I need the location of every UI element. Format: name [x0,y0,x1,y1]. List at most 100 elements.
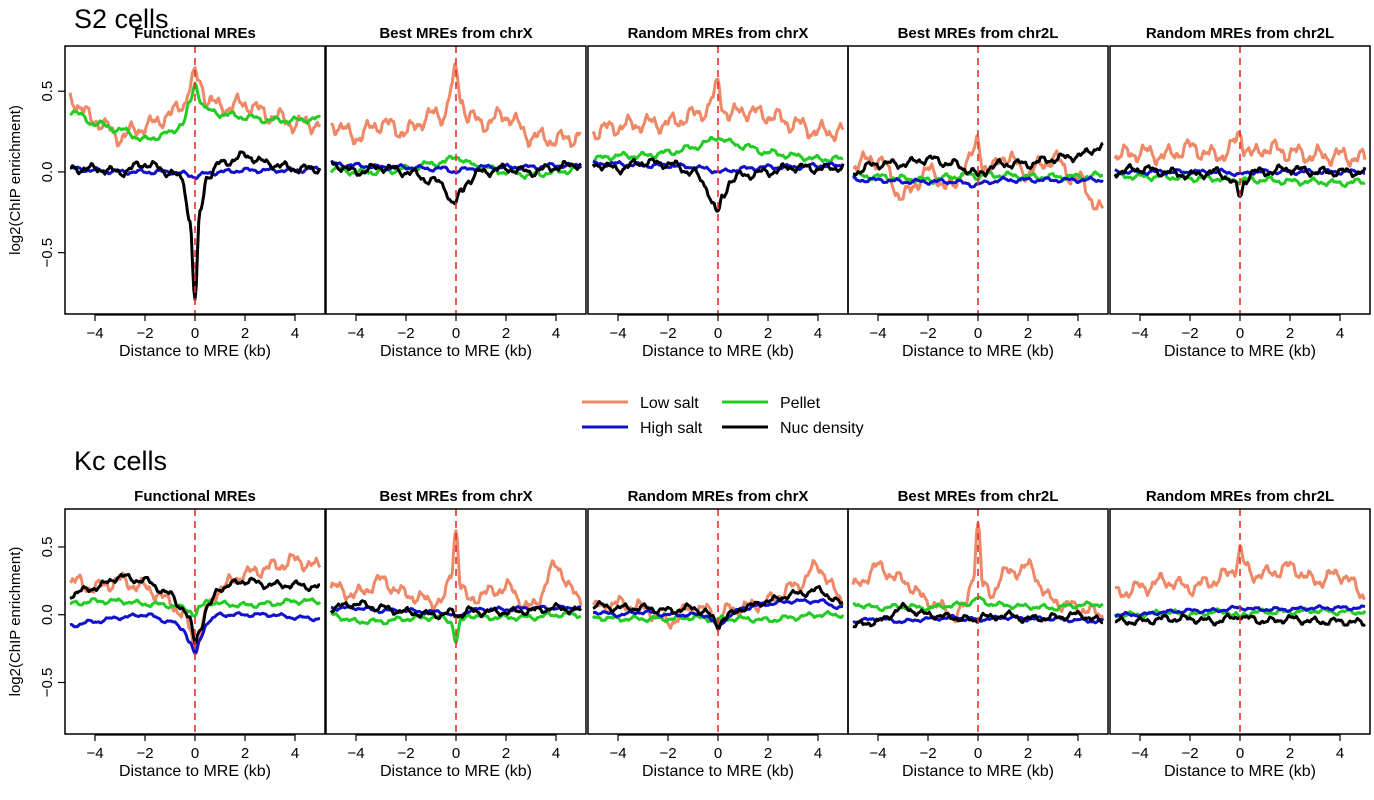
x-tick-label: 4 [552,745,560,762]
x-tick-label: 4 [291,745,299,762]
x-tick-label: 4 [1336,325,1344,342]
x-tick-label: −4 [609,325,626,342]
x-tick-label: 0 [191,325,199,342]
x-tick-label: −4 [1131,325,1148,342]
x-tick-label: 0 [1236,325,1244,342]
x-axis-label: Distance to MRE (kb) [380,763,532,780]
panel-s2-random-mres-from-chrx: Random MREs from chrX −4 −2 0 2 4 Distance to … [587,25,849,360]
panel-title: Best MREs from chr2L [898,25,1059,42]
panel-title: Functional MREs [134,488,256,505]
x-axis-label: Distance to MRE (kb) [119,343,271,360]
panel-title: Random MREs from chr2L [1146,25,1334,42]
panel-s2-functional-mres: Functional MREs −4 −2 0 2 4 Distance to MRE (k… [7,25,326,360]
panel-s2-best-mres-from-chr2l: Best MREs from chr2L −4 −2 0 2 4 Distance to M… [847,25,1109,360]
series-line-low-salt [69,552,322,655]
x-tick-label: −2 [397,325,414,342]
legend: Low salt Pellet High salt Nuc density [582,395,864,437]
x-axis-label: Distance to MRE (kb) [642,343,794,360]
x-tick-label: 4 [1074,745,1082,762]
x-tick-label: −2 [1181,745,1198,762]
panel-s2-best-mres-from-chrx: Best MREs from chrX −4 −2 0 2 4 Distance to MR… [325,25,587,360]
x-tick-label: 0 [452,325,460,342]
panel-title: Random MREs from chrX [628,488,809,505]
x-tick-label: 0 [714,745,722,762]
x-tick-label: 2 [1024,325,1032,342]
x-tick-label: 2 [502,745,510,762]
x-axis-label: Distance to MRE (kb) [119,763,271,780]
x-tick-label: −4 [347,325,364,342]
x-tick-label: −2 [919,745,936,762]
series-line-nuc-density [591,157,845,213]
x-tick-label: −4 [86,325,103,342]
y-tick-label: 0.0 [39,161,56,182]
x-tick-label: 4 [1336,745,1344,762]
legend-label-nuc-density: Nuc density [780,420,864,437]
panel-title: Best MREs from chr2L [898,488,1059,505]
x-tick-label: 0 [452,745,460,762]
panel-title: Random MREs from chr2L [1146,488,1334,505]
legend-label-high-salt: High salt [640,420,703,437]
panel-kc-best-mres-from-chrx: Best MREs from chrX −4 −2 0 2 4 Distance to MR… [325,488,587,780]
x-tick-label: 4 [814,745,822,762]
x-tick-label: 0 [974,325,982,342]
x-axis-label: Distance to MRE (kb) [1164,343,1316,360]
x-axis-label: Distance to MRE (kb) [902,763,1054,780]
x-tick-label: 2 [1286,745,1294,762]
panel-title: Random MREs from chrX [628,25,809,42]
x-tick-label: −2 [659,325,676,342]
x-tick-label: −2 [659,745,676,762]
x-tick-label: 0 [191,745,199,762]
x-tick-label: −4 [347,745,364,762]
x-tick-label: 4 [814,325,822,342]
series-line-low-salt [330,62,582,148]
series-group [1113,130,1367,198]
x-tick-label: 2 [502,325,510,342]
x-axis-label: Distance to MRE (kb) [902,343,1054,360]
panel-title: Best MREs from chrX [379,488,532,505]
y-tick-label: 0.0 [39,604,56,625]
x-axis-label: Distance to MRE (kb) [380,343,532,360]
series-line-low-salt [591,77,845,143]
panel-title: Functional MREs [134,25,256,42]
x-tick-label: 4 [1074,325,1082,342]
y-tick-label: 0.5 [39,537,56,558]
series-group [591,77,845,213]
x-tick-label: −4 [869,745,886,762]
panel-s2-random-mres-from-chr2l: Random MREs from chr2L −4 −2 0 2 4 Distance to… [1109,25,1371,360]
row-title-kc: Kc cells [74,446,167,476]
x-tick-label: −4 [1131,745,1148,762]
y-tick-label: −0.5 [39,238,56,268]
x-tick-label: −2 [136,745,153,762]
x-tick-label: −4 [609,745,626,762]
x-tick-label: 2 [241,745,249,762]
legend-label-pellet: Pellet [780,395,821,412]
panel-kc-best-mres-from-chr2l: Best MREs from chr2L −4 −2 0 2 4 Distance to M… [847,488,1109,780]
x-tick-label: −2 [136,325,153,342]
x-axis-label: Distance to MRE (kb) [1164,763,1316,780]
x-tick-label: 0 [974,745,982,762]
x-tick-label: 2 [764,325,772,342]
x-tick-label: −2 [1181,325,1198,342]
panel-kc-random-mres-from-chrx: Random MREs from chrX −4 −2 0 2 4 Distance to … [587,488,849,780]
panel-title: Best MREs from chrX [379,25,532,42]
legend-label-low-salt: Low salt [640,395,699,412]
x-tick-label: −4 [869,325,886,342]
y-axis-label: log2(ChIP enrichment) [7,105,24,255]
series-line-pellet [69,597,322,618]
series-line-nuc-density [329,599,583,621]
y-axis-label: log2(ChIP enrichment) [7,547,24,697]
series-line-low-salt [852,134,1105,211]
x-tick-label: 2 [241,325,249,342]
series-line-pellet [592,135,844,164]
x-tick-label: −2 [397,745,414,762]
x-tick-label: −2 [919,325,936,342]
x-tick-label: 0 [714,325,722,342]
row-title-s2: S2 cells [74,4,169,34]
series-line-nuc-density [852,141,1104,178]
x-tick-label: 4 [291,325,299,342]
panel-kc-random-mres-from-chr2l: Random MREs from chr2L −4 −2 0 2 4 Distance to… [1109,488,1371,780]
panel-kc-functional-mres: Functional MREs −4 −2 0 2 4 Distance to MRE (k… [7,488,326,780]
series-line-low-salt [329,529,583,612]
y-tick-label: −0.5 [39,668,56,698]
